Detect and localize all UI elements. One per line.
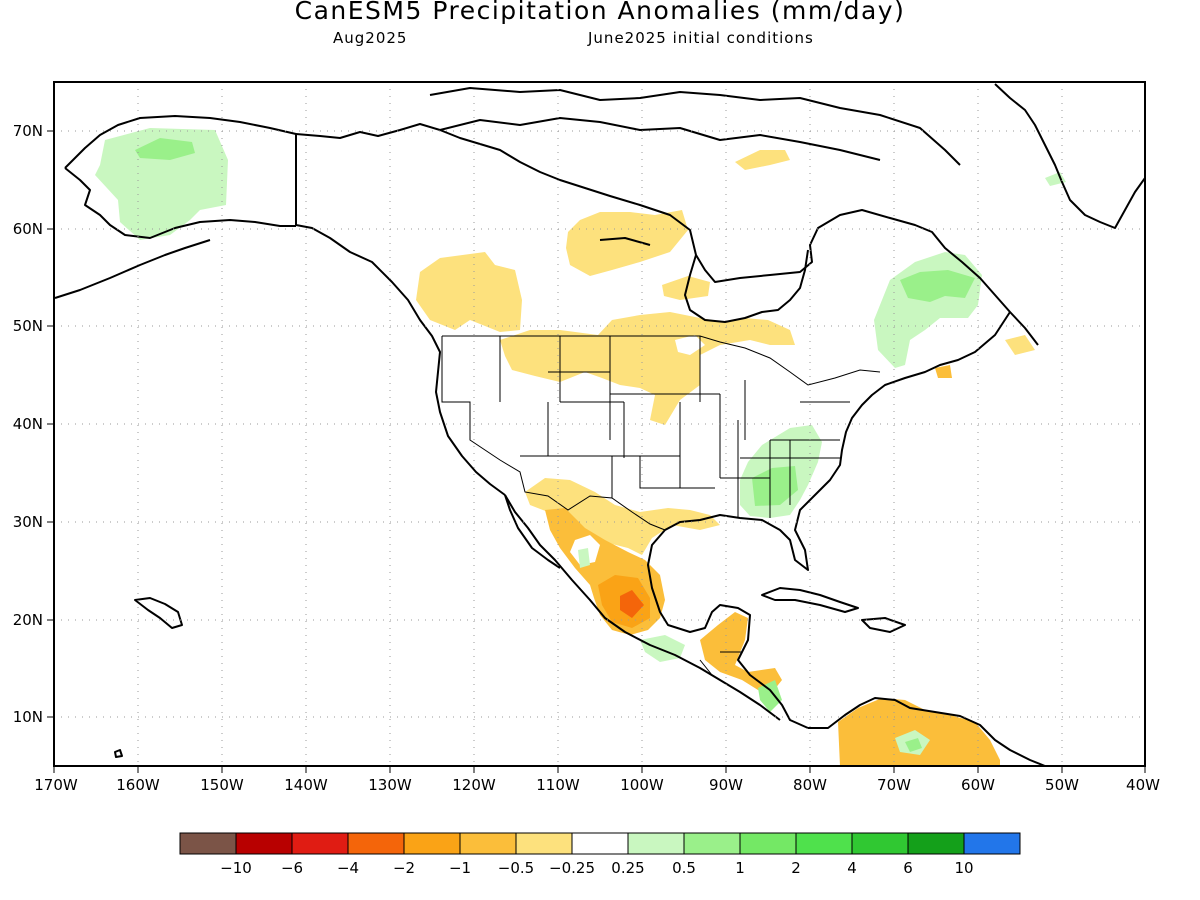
mexico-dry-peak [620, 590, 644, 618]
quebec-wet-anomaly [874, 252, 982, 368]
lat-label: 50N [13, 317, 43, 335]
colorbar-swatch [459, 832, 517, 855]
colorbar-swatch [235, 832, 293, 855]
initial-conditions: June2025 initial conditions [588, 29, 814, 47]
lon-label: 130W [368, 776, 412, 794]
alaska-wet-anomaly [95, 128, 228, 240]
colorbar-label: 0.5 [672, 859, 696, 877]
south-america-dry-anomaly [838, 698, 1000, 766]
colorbar-label: 0.25 [611, 859, 644, 877]
quebec-wet-core [900, 270, 975, 302]
lon-label: 80W [793, 776, 827, 794]
colorbar-swatch [795, 832, 853, 855]
colorbar-swatch [347, 832, 405, 855]
bc-dry-anomaly [416, 252, 522, 332]
colorbar-swatches [179, 832, 1021, 855]
coastlines [54, 83, 1145, 766]
hudson-dry-anomaly [735, 150, 790, 170]
lat-label: 20N [13, 611, 43, 629]
colorbar-label: 2 [791, 859, 801, 877]
political-borders [295, 134, 881, 676]
lon-label: 150W [200, 776, 244, 794]
south-america-wet-core [905, 738, 922, 752]
northern-plains-white-hole [675, 335, 705, 355]
colorbar-label: −0.5 [498, 859, 534, 877]
northern-plains-dry-anomaly [500, 312, 795, 425]
maritime-dry-anomaly [1005, 335, 1035, 355]
colorbar-label: 4 [847, 859, 857, 877]
colorbar-swatch [739, 832, 797, 855]
lon-label: 60W [961, 776, 995, 794]
colorbar-swatch [907, 832, 965, 855]
lon-label: 70W [877, 776, 911, 794]
colorbar: −10 −6 −4 −2 −1 −0.5 −0.25 0.25 0.5 1 2 … [179, 832, 1021, 877]
lon-label: 50W [1045, 776, 1079, 794]
lon-label: 100W [620, 776, 664, 794]
colorbar-swatch [851, 832, 909, 855]
colorbar-label: −4 [337, 859, 359, 877]
lat-label: 60N [13, 220, 43, 238]
maritime-dry-anomaly-2 [935, 365, 952, 378]
southern-mexico-wet [640, 635, 685, 662]
southwest-dry-anomaly [525, 478, 720, 555]
colorbar-label: −1 [449, 859, 471, 877]
colorbar-swatch [179, 832, 237, 855]
lon-label: 170W [34, 776, 78, 794]
colorbar-labels: −10 −6 −4 −2 −1 −0.5 −0.25 0.25 0.5 1 2 … [220, 859, 973, 877]
southeast-wet-core [752, 466, 798, 506]
colorbar-label: −6 [281, 859, 303, 877]
lat-label: 30N [13, 513, 43, 531]
colorbar-swatch [515, 832, 573, 855]
lat-label: 70N [13, 122, 43, 140]
colorbar-swatch [963, 832, 1021, 855]
colorbar-swatch [627, 832, 685, 855]
lon-label: 160W [116, 776, 160, 794]
lon-label: 40W [1126, 776, 1160, 794]
latitude-labels: 70N 60N 50N 40N 30N 20N 10N [13, 122, 43, 726]
anomaly-shading [95, 128, 1066, 766]
colorbar-swatch [571, 832, 629, 855]
alaska-wet-core [135, 138, 195, 160]
colorbar-swatch [683, 832, 741, 855]
yucatan-dry-anomaly [700, 612, 782, 695]
colorbar-label: 10 [954, 859, 973, 877]
valid-month: Aug2025 [333, 29, 408, 47]
greenland-wet-spot [1045, 172, 1066, 186]
colorbar-swatch [403, 832, 461, 855]
mexico-wet-spot [578, 548, 590, 568]
lat-label: 10N [13, 708, 43, 726]
colorbar-swatch [291, 832, 349, 855]
longitude-labels: 170W 160W 150W 140W 130W 120W 110W 100W … [34, 776, 1160, 794]
colorbar-label: −10 [220, 859, 252, 877]
map-title: CanESM5 Precipitation Anomalies (mm/day) [294, 0, 906, 25]
colorbar-label: 1 [735, 859, 745, 877]
lon-label: 90W [709, 776, 743, 794]
lon-label: 110W [536, 776, 580, 794]
central-canada-dry-anomaly [566, 210, 688, 276]
central-america-wet-spot [758, 680, 782, 712]
colorbar-label: −2 [393, 859, 415, 877]
colorbar-label: −0.25 [549, 859, 595, 877]
colorbar-label: 6 [903, 859, 913, 877]
lon-label: 140W [284, 776, 328, 794]
lat-label: 40N [13, 415, 43, 433]
tick-marks [47, 130, 1146, 773]
lon-label: 120W [452, 776, 496, 794]
